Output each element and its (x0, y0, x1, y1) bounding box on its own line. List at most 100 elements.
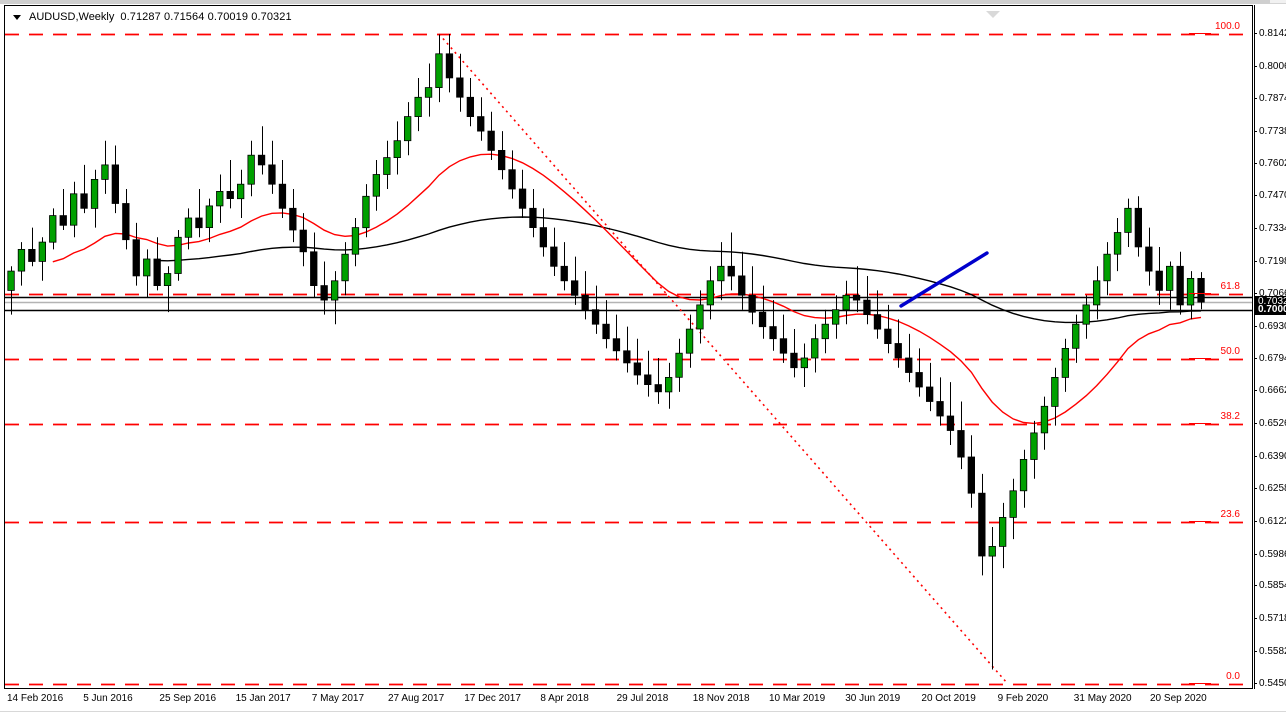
fib-underline-23-6 (1189, 520, 1211, 522)
price-tick-label: 0.71980 (1259, 255, 1286, 267)
candle-body (863, 299, 871, 316)
price-axis[interactable]: 0.81420 0.80060 0.78740 0.77380 0.76020 0.747… (1254, 5, 1286, 689)
candle-body (70, 193, 78, 226)
candle-body (665, 376, 673, 393)
candle-body (999, 516, 1007, 547)
symbol-name: AUDUSD,Weekly (29, 11, 115, 23)
time-axis[interactable]: 14 Feb 2016 5 Jun 2016 25 Sep 2016 15 Jan 2… (4, 690, 1286, 710)
price-tick-label: 0.62580 (1259, 482, 1286, 494)
candle-body (330, 280, 339, 301)
price-tick-label: 0.77380 (1259, 125, 1286, 137)
time-tick-label: 10 Mar 2019 (769, 693, 826, 704)
ascending-trendline[interactable] (899, 251, 989, 308)
scrollbar-thumb[interactable] (0, 0, 1270, 4)
price-tick: 0.59860 (1254, 549, 1286, 560)
price-tick-mark (1254, 292, 1257, 294)
time-tick-label: 9 Feb 2020 (997, 693, 1049, 704)
candle-body (278, 183, 287, 209)
candle-body (550, 246, 558, 267)
time-tick-label: 27 Aug 2017 (388, 693, 445, 704)
candle-body (289, 207, 297, 231)
candle-body (1072, 323, 1080, 349)
bottom-filler (0, 712, 1286, 722)
time-tick-label: 17 Dec 2017 (464, 693, 521, 704)
price-tick-mark (1254, 390, 1257, 392)
price-tick: 0.55820 (1254, 646, 1286, 657)
candle-body (790, 352, 798, 369)
price-tick: 0.67940 (1254, 353, 1286, 364)
ma-fast-line (52, 153, 1202, 425)
candle-body (1103, 253, 1111, 282)
candle-body (1061, 347, 1069, 378)
candle-body (497, 149, 506, 171)
price-tick-mark (1254, 325, 1257, 327)
candle-body (508, 169, 516, 190)
symbol-info-bar: AUDUSD,Weekly 0.71287 0.71564 0.70019 0.… (13, 10, 292, 24)
horizontal-scrollbar[interactable] (0, 0, 1286, 5)
price-tick: 0.66620 (1254, 385, 1286, 397)
price-tick-label: 0.65260 (1259, 418, 1286, 430)
candle-body (685, 328, 694, 354)
candle-body (936, 401, 944, 417)
price-tick: 0.80060 (1254, 61, 1286, 72)
time-tick-label: 20 Sep 2020 (1150, 693, 1207, 704)
candle-body (758, 311, 767, 328)
price-tick: 0.57180 (1254, 613, 1286, 625)
price-tick-mark (1254, 585, 1257, 587)
candle-body (1186, 277, 1195, 306)
price-tick-mark (1254, 130, 1257, 132)
candle-body (153, 258, 161, 287)
price-tick-label: 0.63900 (1259, 451, 1286, 463)
price-tick-label: 0.81420 (1259, 28, 1286, 39)
caret-down-icon[interactable] (13, 14, 21, 20)
price-tick-mark (1254, 260, 1257, 262)
candle-body (1155, 270, 1163, 291)
candle-body (633, 362, 641, 376)
fib-label-100-0: 100.0 (1214, 21, 1240, 32)
candle-body (529, 207, 537, 229)
candle-body (424, 87, 433, 98)
price-tick-label: 0.66620 (1259, 385, 1286, 397)
candle-body (38, 241, 46, 262)
candle-body (456, 77, 464, 98)
candle-body (539, 227, 547, 248)
time-tick-label: 20 Oct 2019 (921, 693, 976, 704)
price-tick-label: 0.57180 (1259, 613, 1286, 625)
time-tick-label: 8 Apr 2018 (540, 693, 589, 704)
candle-body (132, 239, 140, 277)
candle-body (1009, 490, 1017, 518)
candle-body (957, 430, 965, 458)
bid-price-tag: 0.70000 (1255, 303, 1286, 315)
candle-body (894, 343, 902, 359)
fib-underline-50-0 (1189, 358, 1211, 360)
candle-body (967, 456, 975, 494)
candle-body (1040, 405, 1049, 434)
candle-body (257, 154, 266, 166)
candle-body (748, 294, 756, 313)
candle-body (717, 265, 725, 282)
price-tick-mark (1254, 520, 1257, 522)
fib-underline-38-2 (1189, 423, 1211, 425)
candle-body (1030, 432, 1038, 460)
time-tick-label: 14 Feb 2016 (7, 693, 64, 704)
candle-body (978, 492, 986, 557)
candle-body (581, 294, 589, 311)
candle-body (560, 265, 568, 282)
chart-frame[interactable]: AUDUSD,Weekly 0.71287 0.71564 0.70019 0.… (4, 5, 1253, 689)
candle-body (1093, 280, 1101, 306)
candle-body (832, 309, 840, 325)
price-tick: 0.65260 (1254, 418, 1286, 430)
price-tick-label: 0.61220 (1259, 515, 1286, 527)
fib-underline-100-0 (1189, 33, 1211, 34)
candle-body (675, 352, 683, 378)
candle-body (163, 273, 172, 287)
collapse-triangle-icon[interactable] (986, 11, 1000, 18)
fib-underline-0-0 (1189, 683, 1211, 684)
price-tick-mark (1254, 33, 1257, 34)
price-tick: 0.70660 (1254, 288, 1286, 299)
candle-body (1134, 207, 1142, 248)
candle-body (435, 53, 443, 88)
price-tick: 0.58540 (1254, 580, 1286, 591)
price-plot-area[interactable]: 100.0 61.8 50.0 38.2 23.6 0.0 (5, 6, 1252, 688)
